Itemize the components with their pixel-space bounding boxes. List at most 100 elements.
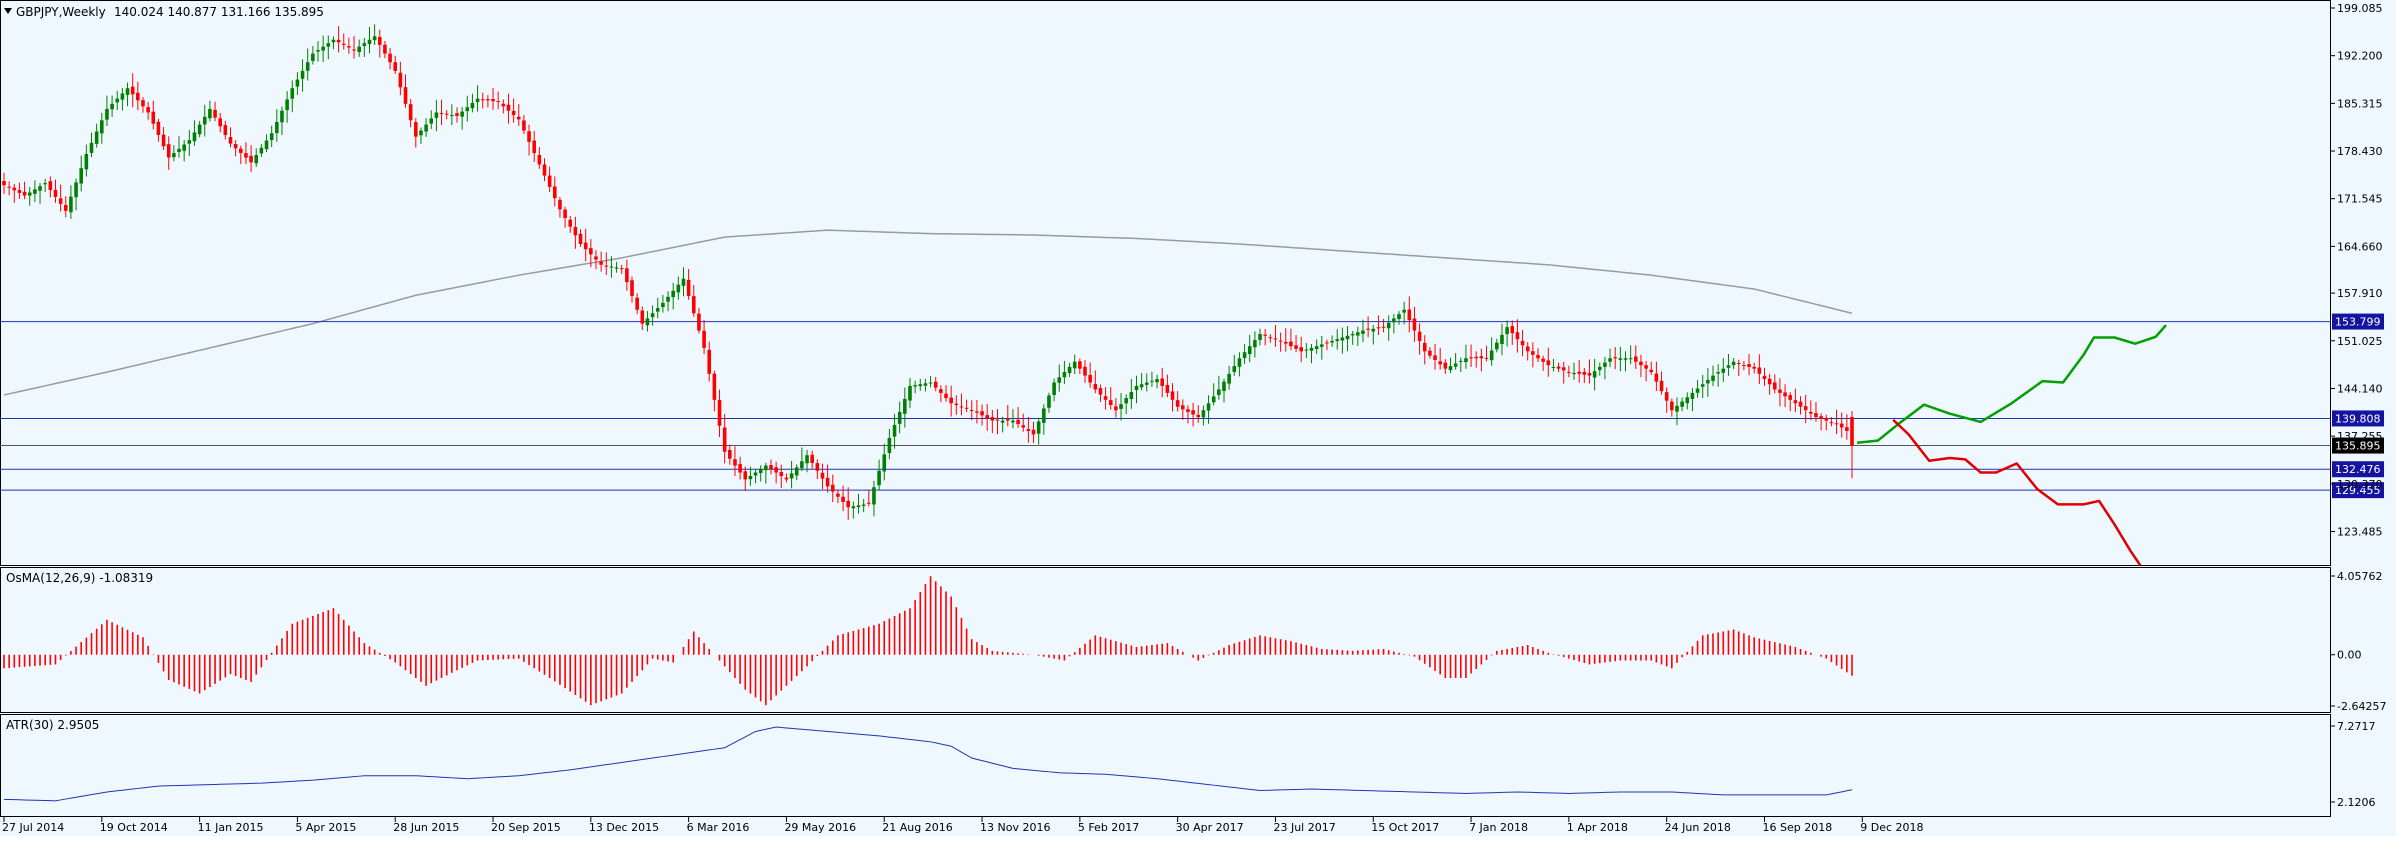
candle-body xyxy=(722,427,727,452)
candle-body xyxy=(1098,388,1103,395)
candle-body xyxy=(589,248,593,255)
candle-body xyxy=(964,407,969,409)
candle-body xyxy=(1268,337,1273,339)
candle-body xyxy=(691,296,696,314)
candle-body xyxy=(393,62,398,71)
price-axis-label: 123.485 xyxy=(2337,525,2383,538)
candle-body xyxy=(197,124,202,135)
candle-body xyxy=(897,411,902,424)
candle-body xyxy=(1772,382,1777,390)
candle-body xyxy=(532,140,537,154)
candle-body xyxy=(625,268,629,283)
candle-body xyxy=(1052,382,1056,395)
time-axis-label: 11 Jan 2015 xyxy=(198,821,264,834)
level-price-label-bg xyxy=(2332,461,2384,478)
candle-body xyxy=(223,125,228,135)
candle-body xyxy=(784,477,789,480)
candle-body xyxy=(208,108,212,119)
candle-body xyxy=(609,266,614,268)
candle-body xyxy=(2,181,6,186)
candle-body xyxy=(7,186,11,188)
price-axis-label: 151.025 xyxy=(2337,335,2383,348)
candle-body xyxy=(264,140,269,150)
time-axis-label: 1 Apr 2018 xyxy=(1567,821,1628,834)
candle-body xyxy=(27,192,32,196)
candle-body xyxy=(1181,405,1185,410)
candle-body xyxy=(635,297,639,310)
candle-body xyxy=(1155,379,1159,383)
candle-body xyxy=(74,182,78,198)
candle-body xyxy=(959,406,964,408)
candle-body xyxy=(1546,360,1551,366)
candle-body xyxy=(1031,429,1036,435)
candle-body xyxy=(558,199,562,210)
candle-body xyxy=(424,124,428,132)
candle-body xyxy=(1232,366,1237,372)
candle-body xyxy=(1407,309,1412,321)
candle-body xyxy=(1083,366,1087,376)
candle-body xyxy=(1186,409,1190,412)
main-pane-frame xyxy=(0,0,2331,566)
candle-body xyxy=(1448,366,1453,371)
candle-body xyxy=(990,417,995,421)
candle-body xyxy=(1433,355,1437,361)
candle-body xyxy=(1242,352,1247,359)
time-axis: 27 Jul 2014 19 Oct 2014 11 Jan 2015 5 Apr 2… xyxy=(2,817,1924,834)
candle-body xyxy=(856,505,861,508)
candle-body xyxy=(1592,371,1597,378)
candle-body xyxy=(501,103,506,107)
candle-body xyxy=(285,99,289,111)
candle-body xyxy=(1000,420,1005,423)
candle-body xyxy=(69,196,73,213)
osma-title: OsMA(12,26,9) -1.08319 xyxy=(6,571,153,585)
candle-body xyxy=(33,189,37,194)
candle-body xyxy=(820,472,825,479)
candle-body xyxy=(465,107,470,112)
candle-body xyxy=(1402,309,1406,313)
main-price-pane xyxy=(0,24,2330,567)
moving-average-line xyxy=(3,229,1853,396)
candle-body xyxy=(233,144,238,149)
candle-body xyxy=(1350,334,1355,336)
candle-body xyxy=(1711,375,1715,381)
candle-body xyxy=(1356,332,1360,336)
candle-body xyxy=(1721,368,1726,373)
candle-body xyxy=(419,130,423,136)
candle-body xyxy=(810,454,814,464)
candle-body xyxy=(1515,332,1520,340)
candle-body xyxy=(1366,328,1370,330)
candle-body xyxy=(1850,416,1854,446)
candle-body xyxy=(1536,354,1540,359)
candle-body xyxy=(599,261,603,265)
candle-body xyxy=(1793,400,1798,404)
candle-body xyxy=(867,502,871,504)
candle-body xyxy=(552,186,557,199)
time-axis-label: 24 Jun 2018 xyxy=(1665,821,1731,834)
time-axis-label: 19 Oct 2014 xyxy=(100,821,168,834)
triangle-down-icon[interactable] xyxy=(4,8,12,14)
candle-body xyxy=(686,279,691,296)
candle-body xyxy=(547,175,552,187)
candle-body xyxy=(1319,344,1324,347)
candle-body xyxy=(1227,373,1231,384)
candle-body xyxy=(1247,346,1252,355)
candle-body xyxy=(1314,346,1319,350)
candle-body xyxy=(1654,373,1659,382)
price-axis-label: 185.315 xyxy=(2337,97,2383,110)
candle-body xyxy=(697,313,701,331)
candle-body xyxy=(1283,341,1288,344)
candle-body xyxy=(305,62,310,71)
candle-body xyxy=(1108,400,1113,406)
candle-body xyxy=(1464,358,1468,363)
candle-body xyxy=(125,88,130,95)
time-axis-label: 16 Sep 2018 xyxy=(1762,821,1832,834)
candle-body xyxy=(1376,327,1381,329)
candle-body xyxy=(789,473,794,479)
candle-body xyxy=(1129,392,1134,400)
candle-body xyxy=(1752,366,1756,369)
candle-body xyxy=(1278,340,1283,342)
candle-body xyxy=(1510,326,1515,334)
candle-body xyxy=(522,120,526,131)
